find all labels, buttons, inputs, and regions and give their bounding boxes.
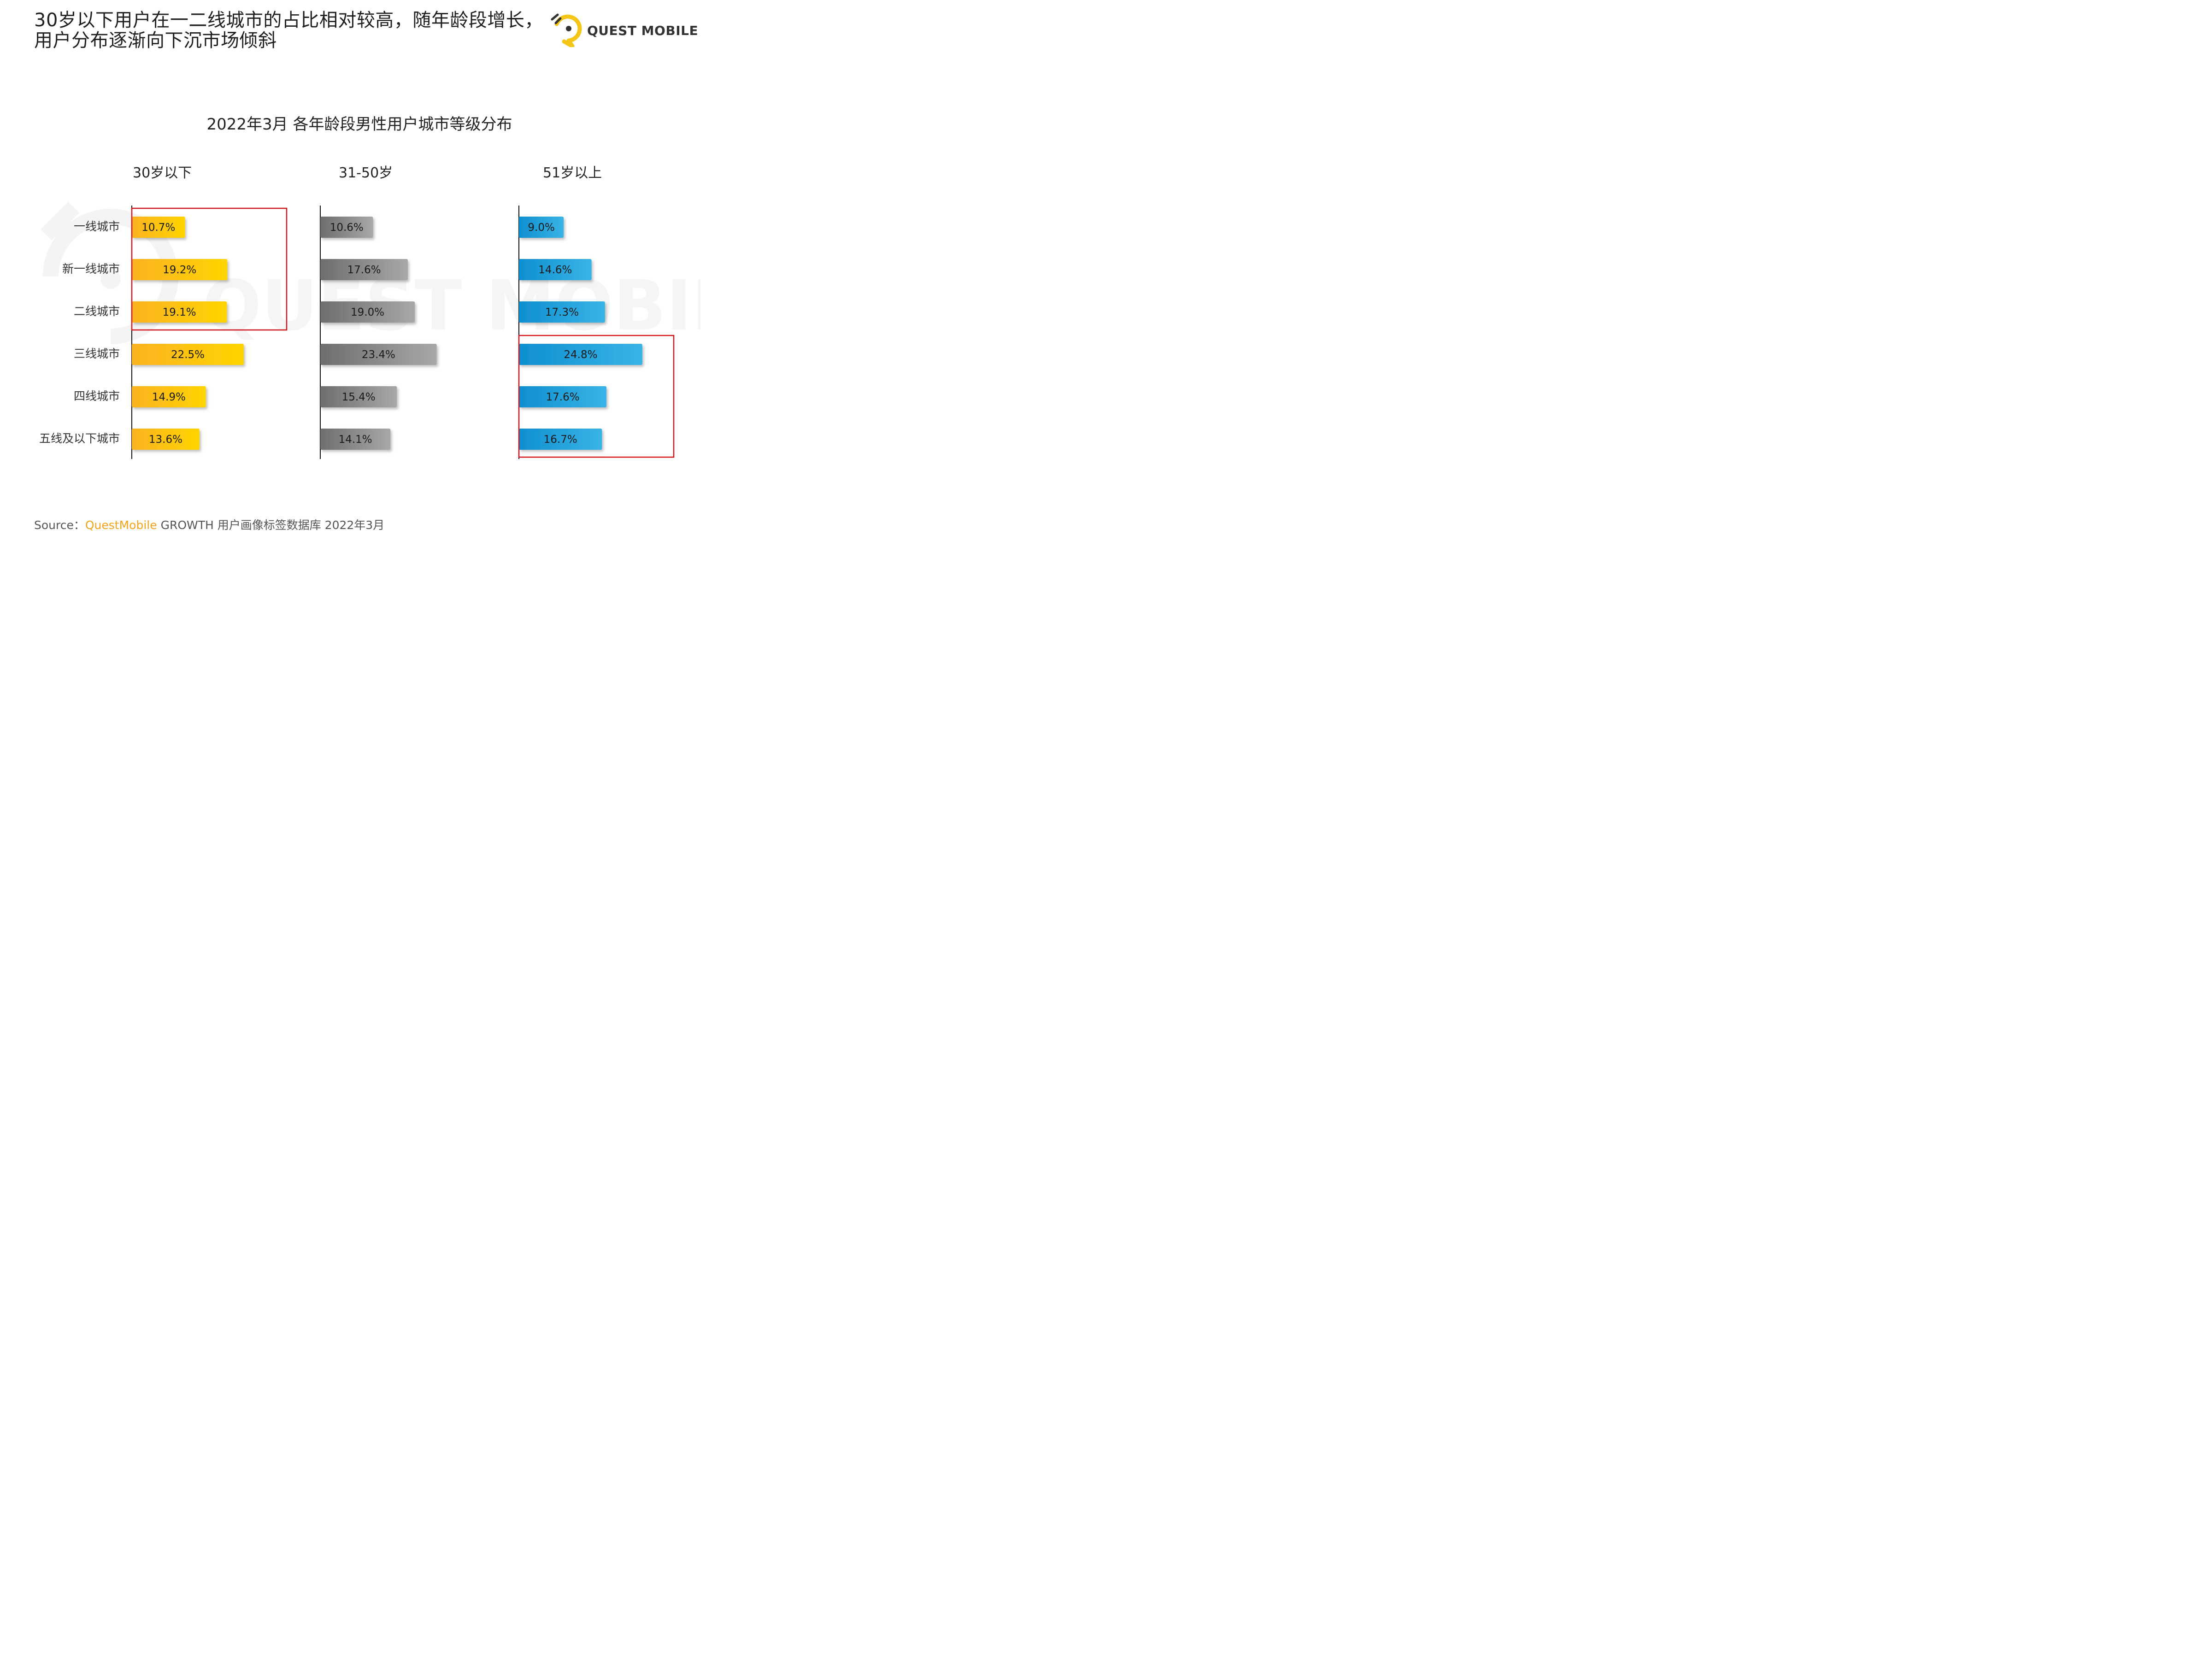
group-title-over-51: 51岁以上: [543, 165, 602, 181]
highlight-box-under-30: [131, 207, 288, 331]
data-label-31-50-tier5-below: 14.1%: [339, 434, 372, 446]
bar-over-51-tier1: [519, 217, 564, 238]
category-label-tier5-below: 五线及以下城市: [39, 432, 120, 445]
category-label-tier1: 一线城市: [73, 220, 120, 233]
data-label-31-50-tier4: 15.4%: [342, 391, 376, 403]
logo-icon: [551, 13, 582, 48]
data-label-31-50-tier3: 23.4%: [362, 349, 395, 361]
data-label-under-30-tier3: 22.5%: [171, 349, 205, 361]
category-label-tier4: 四线城市: [73, 389, 120, 403]
bar-chart: 10.7% 19.2% 19.1% 22.5% 14.9% 13.6% 10.6% 17.6%…: [131, 206, 675, 459]
group-title-under-30: 30岁以下: [133, 165, 192, 181]
data-label-over-51-tier1: 9.0%: [528, 222, 554, 234]
chart-title: 2022年3月 各年龄段男性用户城市等级分布: [206, 115, 512, 134]
headline: 30岁以下用户在一二线城市的占比相对较高，随年龄段增长，用户分布逐渐向下沉市场倾…: [34, 10, 543, 51]
data-label-under-30-new-tier1: 19.2%: [163, 264, 196, 276]
bar-over-51-tier3: [519, 344, 642, 365]
bar-31-50-new-tier1: [320, 259, 408, 280]
bar-31-50-tier4: [320, 386, 397, 407]
bar-over-51-tier2: [519, 301, 605, 323]
bar-over-51-tier4: [519, 386, 607, 407]
bar-under-30-tier4: [132, 386, 206, 407]
bar-under-30-tier1: [132, 217, 185, 238]
category-label-new-tier1: 新一线城市: [62, 262, 120, 276]
source-rest: GROWTH 用户画像标签数据库 2022年3月: [157, 518, 385, 532]
bar-31-50-tier1: [320, 217, 373, 238]
data-label-under-30-tier2: 19.1%: [163, 306, 196, 318]
bar-under-30-tier3: [132, 344, 244, 365]
category-label-tier3: 三线城市: [73, 347, 120, 360]
data-label-31-50-new-tier1: 17.6%: [347, 264, 381, 276]
bar-under-30-tier2: [132, 301, 227, 323]
data-label-over-51-new-tier1: 14.6%: [538, 264, 572, 276]
data-label-under-30-tier4: 14.9%: [152, 391, 186, 403]
bar-over-51-new-tier1: [519, 259, 592, 280]
source-brand: QuestMobile: [85, 518, 157, 532]
data-label-31-50-tier1: 10.6%: [330, 222, 364, 234]
group-title-31-50: 31-50岁: [339, 165, 393, 181]
data-label-over-51-tier4: 17.6%: [546, 391, 580, 403]
source-prefix: Source：: [34, 518, 85, 532]
highlight-box-over-51: [518, 335, 675, 458]
source-note: Source：QuestMobile GROWTH 用户画像标签数据库 2022…: [34, 516, 384, 533]
data-label-under-30-tier5-below: 13.6%: [149, 434, 182, 446]
questmobile-logo: QUEST MOBILE: [548, 10, 699, 48]
logo-text: QUEST MOBILE: [587, 23, 699, 38]
bar-under-30-tier5-below: [132, 429, 200, 450]
data-label-over-51-tier2: 17.3%: [545, 306, 579, 318]
bar-under-30-new-tier1: [132, 259, 228, 280]
data-label-under-30-tier1: 10.7%: [141, 222, 175, 234]
bar-over-51-tier5-below: [519, 429, 602, 450]
data-label-31-50-tier2: 19.0%: [351, 306, 384, 318]
bar-31-50-tier5-below: [320, 429, 391, 450]
bar-31-50-tier3: [320, 344, 437, 365]
data-label-over-51-tier5-below: 16.7%: [544, 434, 577, 446]
data-label-over-51-tier3: 24.8%: [564, 349, 597, 361]
category-label-tier2: 二线城市: [73, 305, 120, 318]
bar-31-50-tier2: [320, 301, 415, 323]
